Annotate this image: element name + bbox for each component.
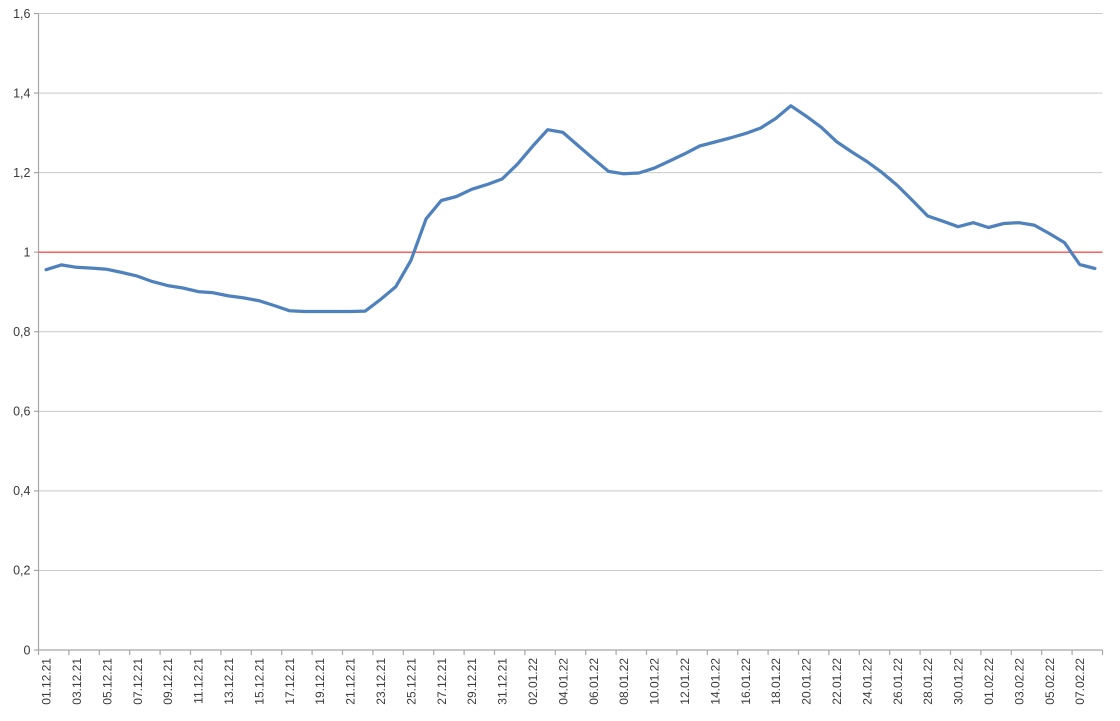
x-tick-label: 29.12.21	[465, 658, 479, 705]
y-tick-label: 0,8	[13, 325, 30, 339]
x-tick-label: 26.01.22	[891, 658, 905, 705]
y-tick-label: 0,4	[13, 484, 30, 498]
x-tick-label: 03.12.21	[70, 658, 84, 705]
x-tick-label: 14.01.22	[708, 658, 722, 705]
x-tick-label: 06.01.22	[587, 658, 601, 705]
y-tick-label: 1	[24, 245, 31, 259]
x-tick-label: 31.12.21	[496, 658, 510, 705]
x-tick-label: 15.12.21	[252, 658, 266, 705]
x-tick-label: 28.01.22	[921, 658, 935, 705]
x-tick-label: 09.12.21	[161, 658, 175, 705]
x-tick-label: 13.12.21	[222, 658, 236, 705]
y-tick-label: 0	[24, 643, 31, 657]
x-tick-label: 11.12.21	[192, 658, 206, 704]
x-tick-label: 27.12.21	[435, 658, 449, 705]
x-tick-label: 02.01.22	[526, 658, 540, 705]
x-tick-label: 19.12.21	[313, 658, 327, 705]
y-tick-label: 1,2	[13, 166, 30, 180]
x-tick-label: 21.12.21	[344, 658, 358, 705]
y-tick-label: 0,6	[13, 405, 30, 419]
y-tick-label: 1,4	[13, 86, 30, 100]
y-tick-label: 0,2	[13, 564, 30, 578]
x-tick-label: 18.01.22	[769, 658, 783, 705]
series-line	[44, 104, 1097, 314]
x-tick-label: 22.01.22	[830, 658, 844, 705]
x-tick-label: 01.12.21	[40, 658, 54, 705]
x-tick-label: 30.01.22	[952, 658, 966, 705]
x-tick-label: 05.12.21	[100, 658, 114, 705]
x-tick-label: 08.01.22	[617, 658, 631, 705]
x-tick-label: 20.01.22	[800, 658, 814, 705]
y-tick-label: 1,6	[13, 7, 30, 21]
x-tick-label: 01.02.22	[982, 658, 996, 705]
x-tick-label: 25.12.21	[404, 658, 418, 705]
x-tick-label: 23.12.21	[374, 658, 388, 705]
x-tick-label: 07.12.21	[131, 658, 145, 705]
x-tick-label: 07.02.22	[1073, 658, 1087, 705]
x-tick-label: 12.01.22	[678, 658, 692, 705]
x-tick-label: 03.02.22	[1012, 658, 1026, 705]
x-tick-label: 16.01.22	[739, 658, 753, 705]
x-tick-label: 05.02.22	[1043, 658, 1057, 705]
x-tick-label: 24.01.22	[860, 658, 874, 705]
x-tick-label: 10.01.22	[648, 658, 662, 705]
x-tick-label: 17.12.21	[283, 658, 297, 705]
x-tick-label: 04.01.22	[556, 658, 570, 705]
